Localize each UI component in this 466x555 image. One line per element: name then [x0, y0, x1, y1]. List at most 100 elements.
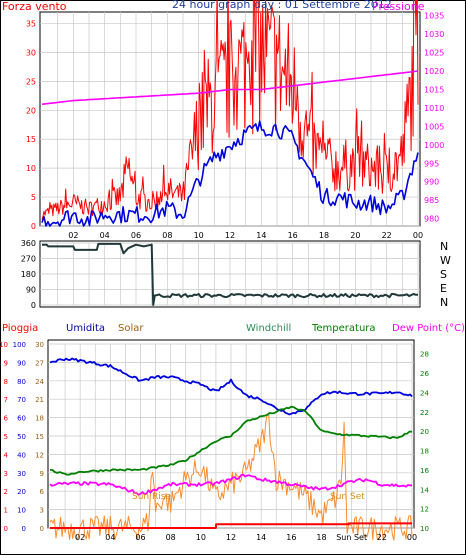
bottom-tick-label: 50: [17, 433, 26, 441]
direction-tick-label: 360: [21, 239, 36, 248]
chart-title: 24 hour graph day : 01 Settembre 2012: [172, 0, 392, 11]
x-tick-label: 22: [382, 231, 392, 240]
bottom-tick-label: 20: [420, 428, 429, 436]
bottom-tick-label: 10: [17, 507, 26, 515]
bottom-tick-label: 0: [4, 525, 8, 533]
direction-series: [42, 242, 419, 306]
bottom-tick-label: 0: [40, 525, 44, 533]
pressure-right-axis: 980 985 990 995 1000 1005 1010 1015 1020 1025 1030…: [424, 12, 444, 224]
direction-tick-label: 180: [21, 270, 36, 279]
pressure-tick-label: 980: [424, 215, 439, 224]
x-tick-label: 04: [100, 231, 110, 240]
wind-axis-label: Forza vento: [2, 0, 67, 13]
direction-axis: 0 90 180 270 360: [21, 239, 36, 310]
wind-panel-grid: [40, 12, 420, 227]
legend-item: Windchill: [246, 323, 291, 334]
sunset-annotation: Sun Set: [330, 492, 365, 502]
bottom-tick-label: 0: [22, 525, 26, 533]
bottom-x-axis: 02 04 06 08 10 12 14 16 18 Sun Set 22 00: [75, 533, 417, 542]
wind-tick-label: 10: [26, 164, 36, 173]
bottom-tick-label: 21: [35, 396, 44, 404]
bottom-tick-label: 12: [35, 451, 44, 459]
bottom-tick-label: 24: [420, 389, 429, 397]
x-tick-label: 00: [413, 231, 423, 240]
wind-mean-line: [41, 120, 419, 227]
wind-left-axis: 0 5 10 15 20 25 30 35: [26, 20, 36, 231]
bottom-x-tick-label: 16: [286, 533, 296, 542]
bottom-tick-label: 90: [17, 359, 26, 367]
bottom-tick-label: 16: [420, 467, 429, 475]
bottom-x-tick-label: 00: [407, 533, 417, 542]
bottom-tick-label: 26: [420, 370, 429, 378]
direction-tick-label: 90: [26, 286, 36, 295]
bottom-tick-label: 10: [420, 525, 429, 533]
bottom-grid: [48, 343, 414, 529]
legend-item: Dew Point (°C): [392, 323, 465, 334]
direction-tick-label: 270: [21, 255, 36, 264]
bottom-tick-label: 9: [40, 470, 44, 478]
bottom-tick-label: 5: [4, 433, 8, 441]
pressure-line: [41, 70, 419, 105]
x-tick-label: 14: [256, 231, 266, 240]
bottom-x-tick-label: 08: [166, 533, 176, 542]
compass-label: N: [440, 240, 448, 253]
bottom-tick-label: 6: [4, 415, 9, 423]
wind-x-axis: 02 04 06 08 10 12 14 16 18 20 22 00: [68, 231, 423, 240]
bottom-tick-label: 1: [4, 507, 8, 515]
bottom-x-tick-label: 22: [377, 533, 387, 542]
direction-grid: [40, 242, 420, 306]
bottom-tick-label: 3: [40, 507, 44, 515]
sunrise-annotation: Sun Rise: [132, 492, 171, 502]
bottom-tick-label: 7: [4, 396, 8, 404]
wind-tick-label: 20: [26, 106, 36, 115]
bottom-legend: Pioggia Umidita Solar Windchill Temperatura D…: [2, 323, 465, 334]
x-tick-label: 10: [194, 231, 204, 240]
bottom-tick-label: 24: [35, 378, 44, 386]
legend-item: Umidita: [66, 323, 105, 334]
bottom-tick-label: 10: [0, 341, 8, 349]
x-tick-label: 20: [350, 231, 360, 240]
wind-tick-label: 15: [26, 135, 36, 144]
solar-line: [49, 413, 413, 541]
bottom-x-tick-label: 14: [256, 533, 266, 542]
bottom-series: [49, 357, 413, 541]
bottom-x-tick-label: 06: [135, 533, 145, 542]
pressure-tick-label: 1010: [424, 104, 444, 113]
wind-tick-label: 0: [31, 222, 36, 231]
bottom-tick-label: 3: [4, 470, 8, 478]
bottom-tick-label: 20: [17, 488, 26, 496]
bottom-tick-label: 8: [4, 378, 8, 386]
x-tick-label: 12: [225, 231, 235, 240]
pressure-tick-label: 985: [424, 196, 439, 205]
wind-tick-label: 30: [26, 48, 36, 57]
bottom-tick-label: 100: [13, 341, 26, 349]
bottom-tick-label: 2: [4, 488, 8, 496]
pressure-tick-label: 1005: [424, 122, 444, 131]
bottom-tick-label: 6: [40, 488, 45, 496]
humidity-temperature-panel: 0123456789100102030405060708090100036912…: [0, 323, 465, 542]
pressure-axis-label: Pressione: [372, 0, 425, 13]
bottom-tick-label: 18: [35, 415, 44, 423]
bottom-tick-label: 28: [420, 351, 429, 359]
bottom-tick-label: 60: [17, 415, 26, 423]
pressure-tick-label: 1000: [424, 141, 444, 150]
compass-label: E: [440, 282, 447, 295]
bottom-tick-label: 15: [35, 433, 44, 441]
direction-tick-label: 0: [31, 301, 36, 310]
bottom-tick-label: 9: [4, 359, 8, 367]
bottom-x-tick-label: Sun Set: [336, 533, 367, 542]
bottom-tick-label: 70: [17, 396, 26, 404]
dewpoint-line: [49, 473, 413, 496]
pressure-tick-label: 990: [424, 178, 439, 187]
pressure-tick-label: 1025: [424, 49, 444, 58]
bottom-axes: 0123456789100102030405060708090100036912…: [0, 341, 429, 533]
bottom-x-tick-label: 02: [75, 533, 85, 542]
wind-gust-line: [41, 0, 419, 220]
compass-label: W: [440, 254, 451, 267]
wind-tick-label: 5: [31, 193, 36, 202]
wind-panel-series: [41, 0, 419, 227]
